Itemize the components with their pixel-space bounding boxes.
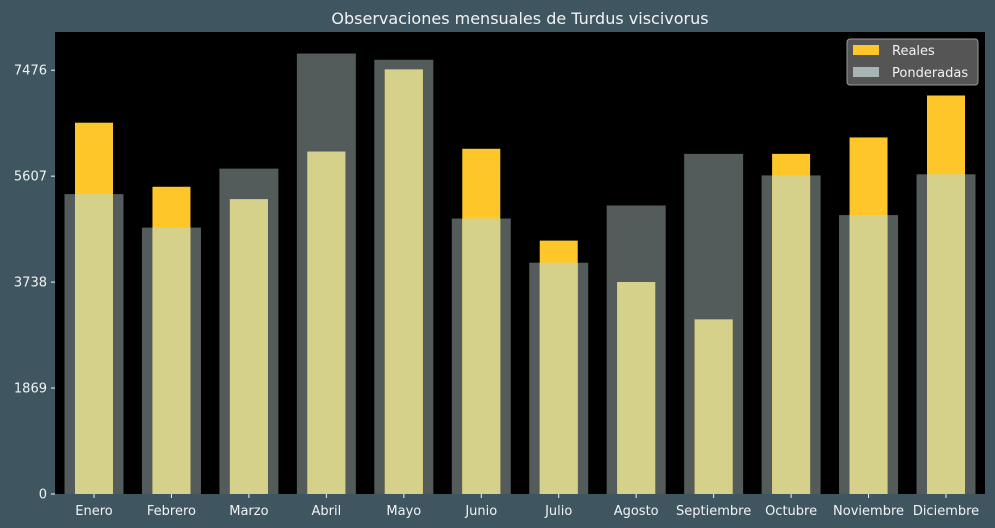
- x-tick-label-mayo: Mayo: [386, 504, 421, 519]
- y-axis: 0 1869 3738 5607 7476: [14, 64, 55, 503]
- x-tick-label-agosto: Agosto: [614, 504, 659, 519]
- bar-overlap-agosto: [617, 281, 656, 494]
- legend: Reales Ponderadas: [846, 38, 979, 86]
- x-tick-label-junio: Junio: [464, 504, 497, 519]
- x-tick-label-enero: Enero: [75, 504, 113, 519]
- bar-overlap-noviembre: [849, 215, 888, 495]
- legend-label-reales: Reales: [892, 44, 935, 59]
- bar-overlap-marzo: [229, 199, 268, 494]
- y-tick-label-3738: 3738: [14, 276, 47, 291]
- x-tick-label-diciembre: Diciembre: [913, 504, 979, 519]
- x-tick-label-noviembre: Noviembre: [833, 504, 904, 519]
- x-tick-label-febrero: Febrero: [147, 504, 196, 519]
- bar-overlap-octubre: [772, 175, 811, 495]
- x-tick-label-septiembre: Septiembre: [676, 504, 751, 519]
- y-tick-label-0: 0: [39, 488, 47, 503]
- bar-overlap-julio: [539, 262, 578, 494]
- x-tick-label-octubre: Octubre: [765, 504, 817, 519]
- x-tick-label-abril: Abril: [312, 504, 342, 519]
- legend-label-ponderadas: Ponderadas: [892, 66, 968, 81]
- legend-box: [846, 38, 979, 86]
- bar-overlap-febrero: [152, 227, 191, 494]
- series-overlap: [75, 69, 965, 495]
- x-tick-label-julio: Julio: [544, 504, 572, 519]
- bar-overlap-diciembre: [927, 174, 965, 494]
- legend-swatch-ponderadas: [853, 67, 879, 77]
- x-tick-label-marzo: Marzo: [229, 504, 268, 519]
- bar-overlap-junio: [462, 218, 501, 494]
- legend-swatch-reales: [853, 45, 879, 55]
- y-tick-label-1869: 1869: [14, 382, 47, 397]
- bar-overlap-enero: [75, 194, 113, 494]
- plot-area: [55, 32, 985, 494]
- bar-overlap-abril: [307, 151, 346, 495]
- bar-overlap-septiembre: [694, 319, 733, 494]
- y-tick-label-5607: 5607: [14, 170, 47, 185]
- x-axis: Enero Febrero Marzo Abril Mayo Junio Julio Agos…: [75, 494, 979, 519]
- bar-overlap-mayo: [384, 69, 423, 494]
- chart-title: Observaciones mensuales de Turdus visciv…: [331, 9, 708, 28]
- y-tick-label-7476: 7476: [14, 64, 47, 79]
